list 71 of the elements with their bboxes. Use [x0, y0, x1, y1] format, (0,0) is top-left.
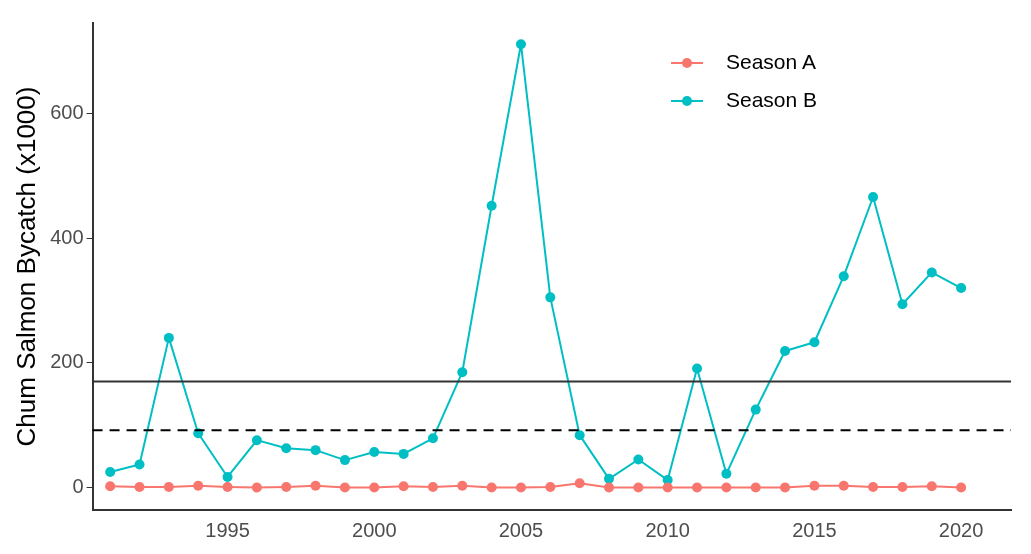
point	[868, 481, 879, 492]
point	[369, 482, 380, 493]
point	[134, 459, 145, 470]
point	[398, 481, 409, 492]
point	[515, 39, 526, 50]
point	[604, 482, 614, 493]
x-tick-label: 2000	[352, 518, 397, 541]
point	[545, 481, 556, 492]
point	[809, 480, 820, 491]
y-axis-title: Chum Salmon Bycatch (x1000)	[10, 86, 41, 447]
x-tick-label: 2020	[938, 518, 984, 541]
point	[369, 447, 380, 458]
point	[956, 283, 967, 294]
point	[809, 337, 820, 348]
point	[251, 435, 262, 446]
point	[574, 478, 585, 489]
point	[515, 482, 526, 493]
y-tick-label: 0	[72, 475, 84, 498]
point	[457, 367, 468, 378]
point	[604, 473, 614, 484]
point	[163, 481, 174, 492]
point	[633, 454, 644, 465]
point	[310, 480, 321, 491]
point	[721, 482, 732, 493]
point	[427, 433, 438, 444]
point	[926, 481, 937, 492]
point	[662, 482, 673, 493]
point	[692, 363, 703, 374]
y-tick-label: 600	[50, 100, 84, 123]
point	[398, 448, 409, 459]
point	[545, 292, 556, 303]
point	[339, 482, 350, 493]
point	[134, 481, 145, 492]
x-tick-label: 2005	[498, 518, 544, 541]
point	[310, 445, 321, 456]
point	[222, 471, 233, 482]
point	[721, 468, 732, 479]
point	[838, 271, 849, 282]
x-tick-label: 2015	[792, 518, 837, 541]
point	[193, 480, 204, 491]
x-tick-label: 1995	[205, 518, 250, 541]
point	[339, 455, 350, 466]
point	[897, 481, 908, 492]
point	[897, 299, 908, 310]
point	[956, 482, 967, 493]
point	[780, 345, 791, 356]
point	[692, 482, 703, 493]
point	[251, 482, 262, 493]
point	[780, 482, 791, 493]
point	[222, 481, 233, 492]
point	[486, 200, 497, 211]
point	[281, 481, 292, 492]
legend-label: Season A	[726, 49, 816, 73]
point	[838, 480, 849, 491]
point	[633, 482, 644, 493]
point	[926, 267, 937, 278]
point	[750, 404, 761, 415]
point	[163, 332, 174, 343]
point	[574, 430, 585, 441]
point	[281, 443, 292, 454]
point	[105, 481, 116, 492]
point	[486, 482, 497, 493]
point	[750, 482, 761, 493]
point	[868, 191, 879, 202]
y-tick-label: 400	[50, 225, 84, 248]
point	[457, 480, 468, 491]
x-tick-label: 2010	[645, 518, 690, 541]
legend-label: Season B	[726, 87, 818, 111]
point	[427, 481, 438, 492]
y-tick-label: 200	[50, 350, 84, 373]
point	[105, 466, 116, 477]
